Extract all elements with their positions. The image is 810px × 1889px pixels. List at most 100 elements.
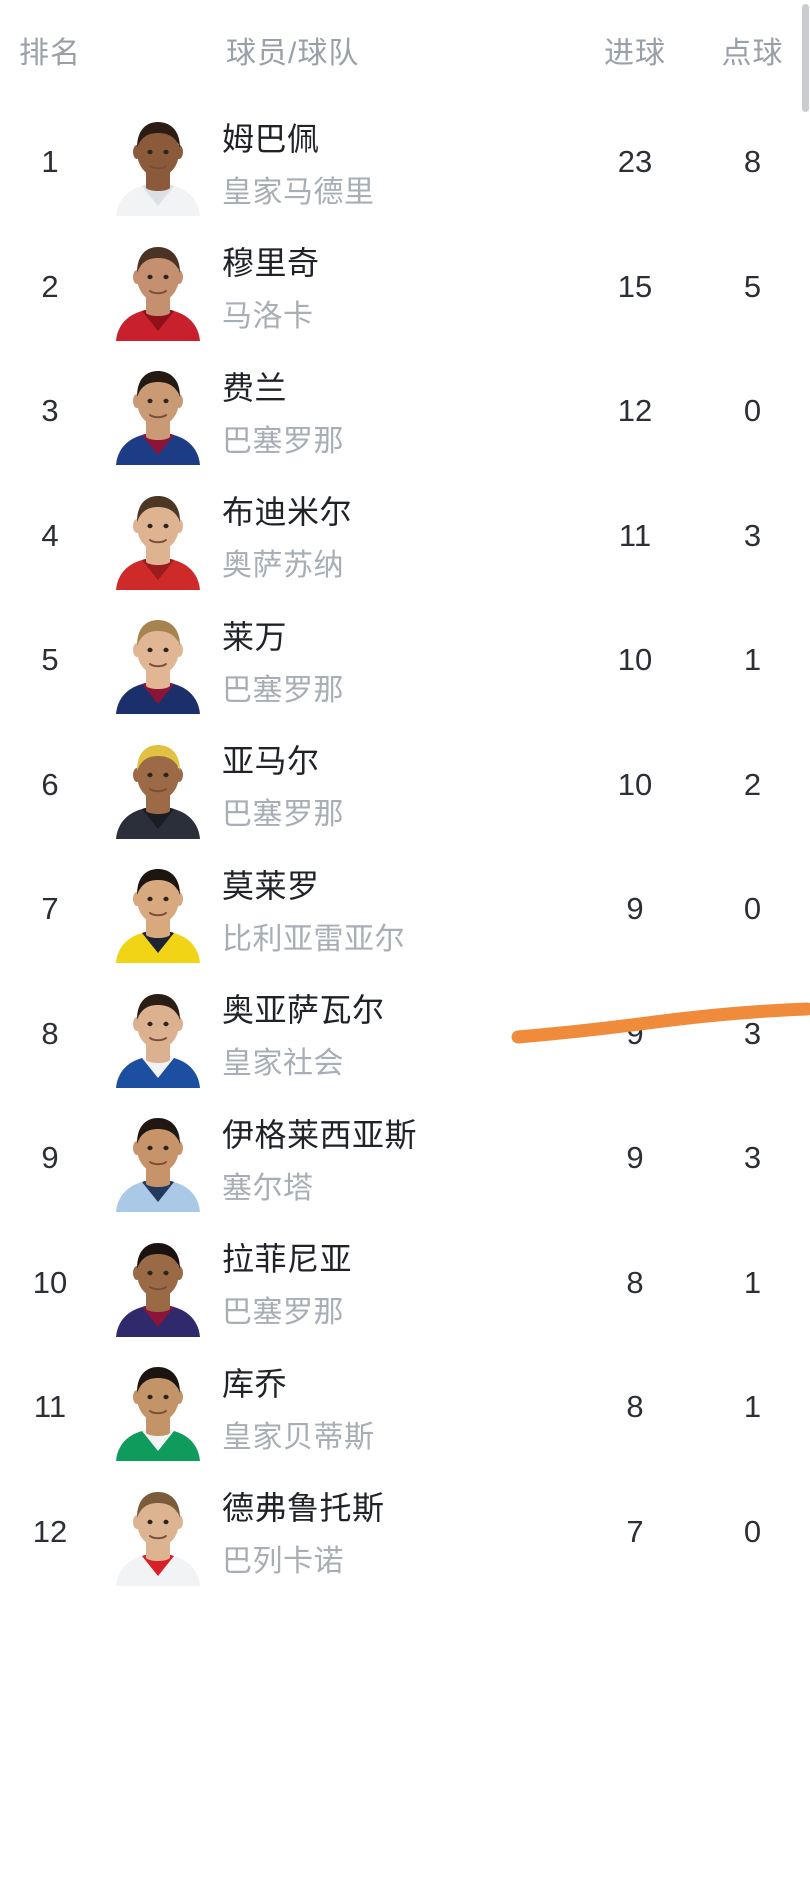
row-player-name: 奥亚萨瓦尔 (222, 992, 385, 1029)
row-rank: 8 (41, 1015, 59, 1051)
column-header-player-team[interactable]: 球员/球队 (226, 37, 360, 70)
row-player-cell[interactable]: 费兰 巴塞罗那 (100, 357, 575, 466)
row-player-name: 德弗鲁托斯 (222, 1490, 385, 1527)
table-row[interactable]: 1 姆巴佩 皇家马德里 23 8 (0, 100, 810, 225)
row-player-name: 穆里奇 (222, 245, 320, 282)
table-row[interactable]: 2 穆里奇 马洛卡 15 5 (0, 224, 810, 349)
row-player-cell[interactable]: 拉菲尼亚 巴塞罗那 (100, 1228, 575, 1337)
row-player-name: 伊格莱西亚斯 (222, 1116, 418, 1153)
row-rank: 9 (41, 1140, 59, 1176)
row-rank: 2 (41, 268, 59, 304)
row-player-cell[interactable]: 穆里奇 马洛卡 (100, 232, 575, 341)
row-player-name: 拉菲尼亚 (222, 1241, 353, 1278)
column-header-rank[interactable]: 排名 (19, 37, 81, 70)
row-team-name: 巴塞罗那 (222, 424, 344, 458)
row-names: 拉菲尼亚 巴塞罗那 (222, 1234, 352, 1331)
avatar-raphinha (112, 1228, 204, 1337)
row-penalties: 3 (743, 1015, 762, 1051)
row-team-name: 巴塞罗那 (222, 673, 344, 707)
row-goals: 9 (626, 891, 644, 927)
row-rank: 6 (41, 766, 59, 802)
row-goals: 10 (617, 642, 653, 678)
row-player-name: 莱万 (222, 618, 288, 655)
table-row[interactable]: 6 亚马尔 巴塞罗那 10 2 (0, 722, 810, 847)
row-penalties: 2 (743, 766, 762, 802)
row-rank: 4 (41, 517, 59, 553)
avatar-defrutos (112, 1477, 204, 1586)
row-names: 费兰 巴塞罗那 (222, 363, 344, 460)
row-goals: 15 (617, 268, 653, 304)
row-player-name: 姆巴佩 (222, 120, 320, 157)
row-penalties: 0 (743, 393, 762, 429)
row-rank: 3 (41, 393, 59, 429)
row-names: 布迪米尔 奥萨苏纳 (222, 487, 352, 584)
row-names: 奥亚萨瓦尔 皇家社会 (222, 985, 385, 1082)
avatar-oyarzabal (112, 979, 204, 1088)
avatar-mbappe (112, 108, 204, 217)
row-player-name: 莫莱罗 (222, 867, 320, 904)
row-player-cell[interactable]: 亚马尔 巴塞罗那 (100, 730, 575, 839)
row-penalties: 8 (743, 144, 762, 180)
row-goals: 9 (626, 1015, 644, 1051)
row-team-name: 巴塞罗那 (222, 1296, 344, 1330)
column-header-penalties[interactable]: 点球 (721, 37, 784, 70)
table-row[interactable]: 7 莫莱罗 比利亚雷亚尔 9 0 (0, 847, 810, 972)
row-goals: 8 (626, 1264, 644, 1300)
avatar-cucho (112, 1353, 204, 1462)
avatar-iglesias (112, 1104, 204, 1213)
avatar-budimir (112, 481, 204, 590)
row-team-name: 巴列卡诺 (222, 1545, 344, 1579)
avatar-yamal (112, 730, 204, 839)
table-row[interactable]: 9 伊格莱西亚斯 塞尔塔 9 3 (0, 1096, 810, 1221)
row-names: 莱万 巴塞罗那 (222, 612, 344, 709)
row-player-cell[interactable]: 莫莱罗 比利亚雷亚尔 (100, 855, 575, 964)
row-player-name: 布迪米尔 (222, 494, 353, 531)
row-team-name: 皇家贝蒂斯 (222, 1420, 375, 1454)
table-row[interactable]: 12 德弗鲁托斯 巴列卡诺 7 0 (0, 1469, 810, 1594)
row-goals: 8 (626, 1389, 644, 1425)
row-player-cell[interactable]: 奥亚萨瓦尔 皇家社会 (100, 979, 575, 1088)
row-names: 伊格莱西亚斯 塞尔塔 (222, 1110, 417, 1207)
table-row[interactable]: 8 奥亚萨瓦尔 皇家社会 9 3 (0, 971, 810, 1096)
table-row[interactable]: 11 库乔 皇家贝蒂斯 8 1 (0, 1345, 810, 1470)
table-row[interactable]: 10 拉菲尼亚 巴塞罗那 8 1 (0, 1220, 810, 1345)
table-row[interactable]: 4 布迪米尔 奥萨苏纳 11 3 (0, 473, 810, 598)
row-rank: 12 (32, 1513, 68, 1549)
row-names: 德弗鲁托斯 巴列卡诺 (222, 1483, 385, 1580)
row-player-cell[interactable]: 布迪米尔 奥萨苏纳 (100, 481, 575, 590)
avatar-lewandowski (112, 606, 204, 715)
row-team-name: 巴塞罗那 (222, 798, 344, 832)
row-rank: 7 (41, 891, 59, 927)
row-player-cell[interactable]: 莱万 巴塞罗那 (100, 606, 575, 715)
row-names: 亚马尔 巴塞罗那 (222, 736, 344, 833)
row-player-cell[interactable]: 姆巴佩 皇家马德里 (100, 108, 575, 217)
row-team-name: 皇家社会 (222, 1047, 344, 1081)
row-team-name: 塞尔塔 (222, 1171, 314, 1205)
avatar-moleiro (112, 855, 204, 964)
row-goals: 11 (618, 517, 652, 553)
row-player-cell[interactable]: 德弗鲁托斯 巴列卡诺 (100, 1477, 575, 1586)
row-rank: 10 (32, 1264, 68, 1300)
row-team-name: 比利亚雷亚尔 (222, 922, 405, 956)
row-player-name: 亚马尔 (222, 743, 320, 780)
row-names: 姆巴佩 皇家马德里 (222, 114, 375, 211)
table-row[interactable]: 5 莱万 巴塞罗那 10 1 (0, 598, 810, 723)
row-penalties: 3 (743, 517, 762, 553)
table-row[interactable]: 3 费兰 巴塞罗那 12 0 (0, 349, 810, 474)
column-header-goals[interactable]: 进球 (604, 37, 666, 70)
scrollbar-thumb[interactable] (802, 4, 809, 112)
row-player-name: 费兰 (222, 369, 288, 406)
row-player-cell[interactable]: 伊格莱西亚斯 塞尔塔 (100, 1104, 575, 1213)
row-rank: 11 (33, 1389, 67, 1425)
row-team-name: 皇家马德里 (222, 175, 375, 209)
avatar-ferran (112, 357, 204, 466)
scrollbar-track[interactable] (801, 0, 810, 1889)
row-player-cell[interactable]: 库乔 皇家贝蒂斯 (100, 1353, 575, 1462)
row-goals: 12 (617, 393, 653, 429)
row-names: 穆里奇 马洛卡 (222, 238, 320, 335)
table-header: 排名 球员/球队 进球 点球 (0, 0, 810, 100)
row-goals: 10 (617, 766, 653, 802)
row-penalties: 1 (743, 642, 762, 678)
row-player-name: 库乔 (222, 1365, 288, 1402)
